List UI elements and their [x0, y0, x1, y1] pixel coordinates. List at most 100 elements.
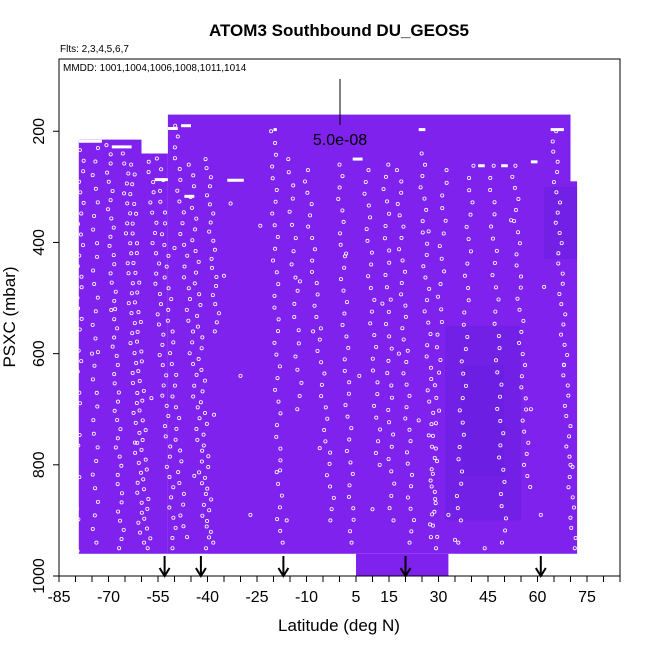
profile-point	[116, 509, 121, 514]
profile-point	[440, 193, 445, 198]
profile-point	[118, 427, 123, 432]
profile-point	[289, 262, 294, 267]
profile-point	[518, 285, 523, 290]
y-axis-label: PSXC (mbar)	[0, 266, 19, 367]
profile-point	[499, 540, 504, 545]
y-tick-label: 600	[31, 340, 48, 367]
profile-point	[90, 472, 95, 477]
profile-point	[77, 148, 82, 153]
profile-point	[95, 404, 100, 409]
profile-point	[399, 281, 404, 286]
profile-point	[205, 519, 210, 524]
profile-point	[269, 129, 274, 134]
profile-point	[166, 286, 171, 291]
profile-point	[430, 433, 435, 438]
profile-point	[510, 174, 515, 179]
profile-point	[319, 394, 324, 399]
profile-point	[276, 481, 281, 486]
profile-point	[207, 229, 212, 234]
x-tick-label: -40	[196, 589, 219, 606]
profile-point	[525, 473, 530, 478]
profile-point	[513, 163, 518, 168]
profile-point	[295, 367, 300, 372]
profile-point	[344, 334, 349, 339]
profile-point	[432, 383, 437, 388]
profile-point	[388, 297, 393, 302]
profile-point	[201, 502, 206, 507]
profile-point	[312, 247, 317, 252]
profile-point	[148, 536, 153, 541]
profile-point	[114, 353, 119, 358]
profile-point	[404, 382, 409, 387]
profile-point	[193, 249, 198, 254]
profile-point	[384, 285, 389, 290]
profile-point	[160, 393, 165, 398]
profile-point	[430, 471, 435, 476]
profile-point	[430, 444, 435, 449]
profile-point	[562, 403, 567, 408]
profile-point	[136, 520, 141, 525]
profile-point	[201, 443, 206, 448]
profile-point	[297, 394, 302, 399]
profile-point	[372, 403, 377, 408]
profile-point	[372, 333, 377, 338]
profile-point	[93, 309, 98, 314]
profile-point	[105, 170, 110, 175]
profile-point	[181, 502, 186, 507]
profile-point	[387, 334, 392, 339]
profile-point	[81, 158, 86, 163]
profile-point	[292, 315, 297, 320]
profile-point	[437, 408, 442, 413]
profile-point	[275, 517, 280, 522]
profile-point	[343, 403, 348, 408]
profile-point	[194, 372, 199, 377]
profile-point	[318, 326, 323, 331]
profile-point	[129, 251, 134, 256]
profile-point	[199, 367, 204, 372]
profile-point	[141, 388, 146, 393]
profile-point	[133, 420, 138, 425]
profile-point	[210, 293, 215, 298]
profile-point	[138, 530, 143, 535]
profile-point	[370, 368, 375, 373]
profile-point	[93, 159, 98, 164]
profile-point	[403, 269, 408, 274]
profile-point	[305, 190, 310, 195]
scatter-point	[426, 229, 431, 234]
profile-point	[163, 424, 168, 429]
profile-point	[554, 190, 559, 195]
profile-point	[199, 346, 204, 351]
scatter-point	[446, 512, 451, 517]
chart-annotation: MMDD: 1001,1004,1006,1008,1011,1014	[63, 63, 247, 74]
profile-point	[158, 188, 163, 193]
profile-point	[104, 143, 109, 148]
profile-point	[418, 185, 423, 190]
profile-point	[77, 475, 82, 480]
profile-point	[150, 210, 155, 215]
profile-point	[519, 385, 524, 390]
profile-point	[434, 345, 439, 350]
profile-point	[497, 346, 502, 351]
profile-point	[213, 302, 218, 307]
profile-point	[184, 307, 189, 312]
profile-point	[145, 506, 150, 511]
profile-point	[178, 177, 183, 182]
profile-point	[468, 249, 473, 254]
profile-point	[376, 439, 381, 444]
profile-point	[95, 241, 100, 246]
profile-point	[566, 485, 571, 490]
profile-point	[498, 492, 503, 497]
profile-point	[143, 457, 148, 462]
profile-point	[433, 421, 438, 426]
profile-point	[126, 171, 131, 176]
profile-point	[432, 509, 437, 514]
profile-point	[113, 289, 118, 294]
profile-point	[439, 307, 444, 312]
profile-point	[498, 394, 503, 399]
profile-point	[383, 273, 388, 278]
field-segment	[570, 181, 578, 554]
profile-point	[410, 472, 415, 477]
profile-point	[279, 493, 284, 498]
profile-point	[404, 450, 409, 455]
profile-point	[167, 454, 172, 459]
